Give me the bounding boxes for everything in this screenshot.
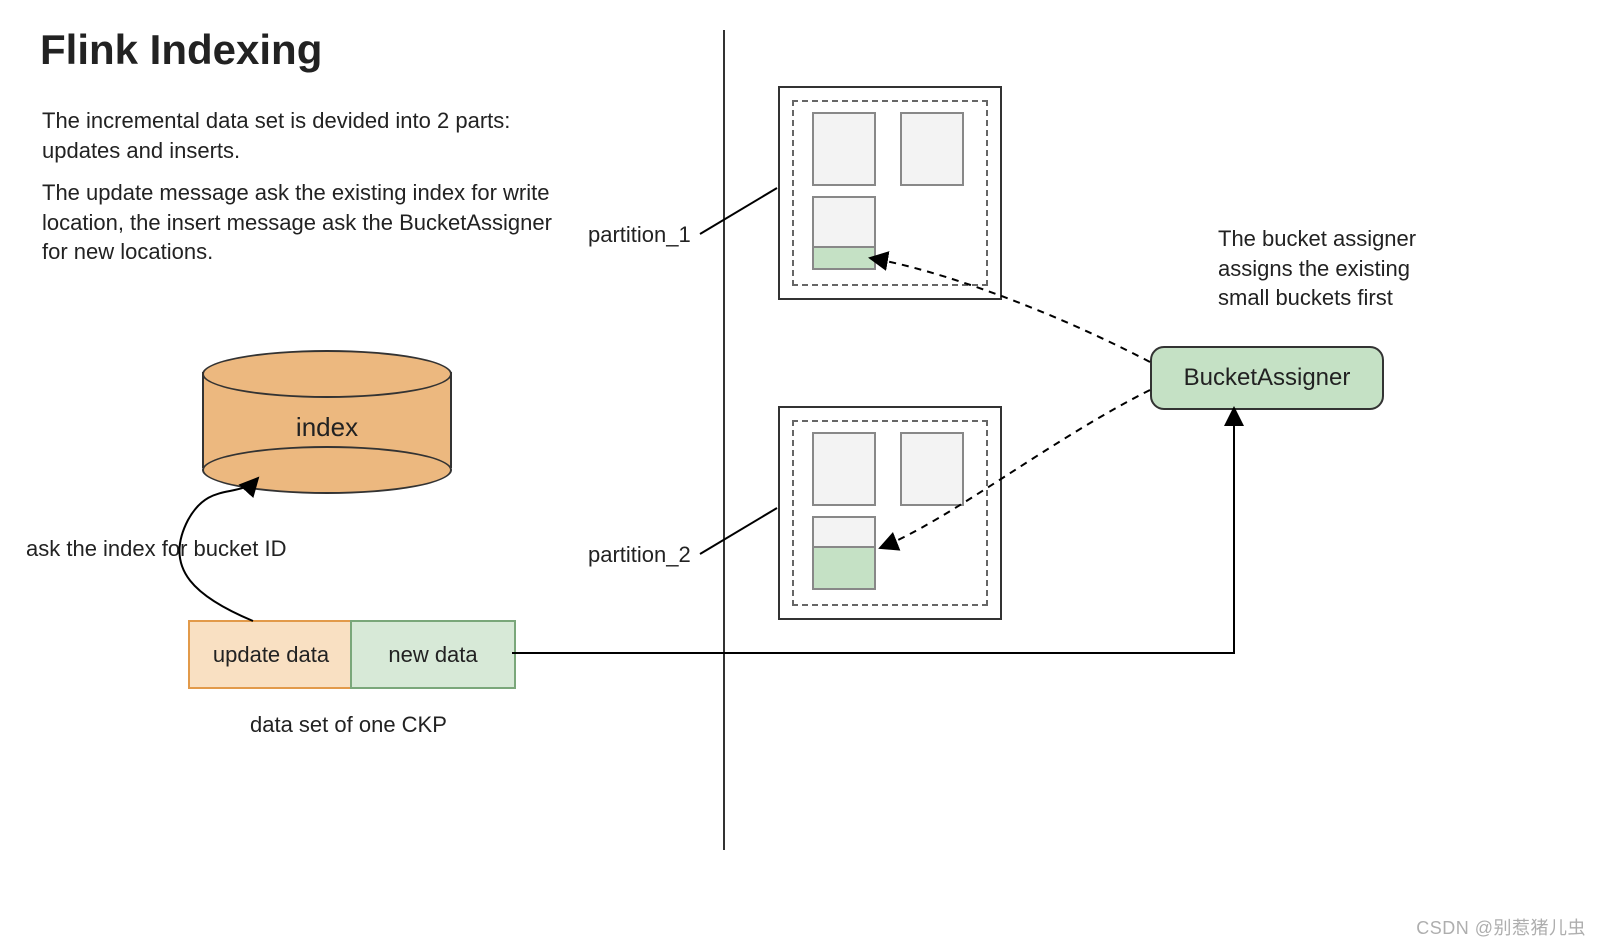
ckp-label: data set of one CKP (250, 710, 447, 740)
leader-partition2 (700, 508, 777, 554)
cylinder-top (202, 350, 452, 398)
partition2-bucket-1 (812, 432, 876, 506)
bucket-assigner-node: BucketAssigner (1150, 346, 1384, 410)
partition2-bucket-3 (812, 516, 876, 590)
partition1-bucket-2 (900, 112, 964, 186)
partition2-bucket-2 (900, 432, 964, 506)
partition2-bucket-3-fill (814, 546, 874, 588)
leader-partition1 (700, 188, 777, 234)
update-data-label: update data (213, 642, 329, 668)
cylinder-bottom (202, 446, 452, 494)
page-title: Flink Indexing (40, 26, 322, 74)
partition2-label: partition_2 (588, 540, 691, 570)
description-1: The incremental data set is devided into… (42, 106, 562, 165)
assigner-note: The bucket assigner assigns the existing… (1218, 224, 1448, 313)
watermark: CSDN @别惹猪儿虫 (1416, 914, 1586, 940)
new-data-box: new data (350, 620, 516, 689)
index-label: index (202, 412, 452, 443)
index-cylinder: index (202, 350, 452, 490)
partition1-label: partition_1 (588, 220, 691, 250)
partition1-bucket-3-fill (814, 246, 874, 268)
new-data-label: new data (388, 642, 477, 668)
partition1-bucket-3 (812, 196, 876, 270)
partition1-bucket-1 (812, 112, 876, 186)
description-2: The update message ask the existing inde… (42, 178, 562, 267)
update-data-box: update data (188, 620, 354, 689)
ask-index-label: ask the index for bucket ID (26, 534, 286, 564)
bucket-assigner-label: BucketAssigner (1184, 364, 1351, 392)
